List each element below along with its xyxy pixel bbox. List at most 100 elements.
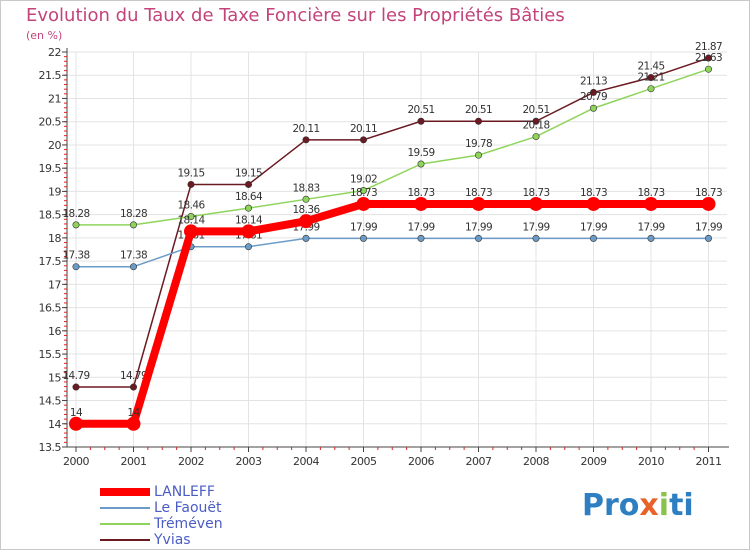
data-label-yvias: 21.13 (580, 75, 607, 87)
x-tick-label: 2001 (121, 455, 147, 468)
data-point-tremeven (72, 221, 80, 229)
x-tick-label: 2004 (293, 455, 319, 468)
data-label-yvias: 19.15 (177, 167, 204, 179)
legend-swatch-le-faouet (100, 507, 150, 509)
data-label-lanleff: 18.73 (465, 187, 492, 199)
data-point-tremeven (647, 85, 655, 93)
data-point-lanleff (414, 196, 428, 211)
data-point-tremeven (359, 186, 367, 194)
legend-label: LANLEFF (154, 484, 215, 500)
y-tick-label: 15.5 (39, 348, 62, 361)
y-tick-label: 21 (48, 92, 61, 105)
data-point-le-faouet (532, 234, 540, 242)
data-point-tremeven (187, 213, 195, 221)
y-tick-label: 16.5 (39, 302, 62, 315)
data-label-lanleff: 18.73 (580, 187, 607, 199)
data-point-lanleff (471, 196, 486, 211)
data-label-yvias: 20.51 (465, 104, 492, 116)
data-point-lanleff (529, 196, 543, 211)
plot-area (67, 52, 727, 447)
data-label-yvias: 19.15 (235, 167, 262, 179)
y-tick-label: 19.5 (39, 162, 62, 175)
legend-label: Le Faouët (154, 500, 222, 516)
data-label-yvias: 21.45 (637, 61, 664, 73)
data-point-tremeven (532, 133, 540, 141)
y-tick-label: 14.5 (39, 395, 62, 408)
data-point-tremeven (302, 195, 310, 203)
data-label-yvias: 20.51 (407, 104, 434, 116)
y-tick-label: 15 (48, 371, 61, 384)
data-point-le-faouet (130, 263, 138, 271)
y-tick-label: 20 (48, 139, 61, 152)
data-point-lanleff (184, 224, 198, 239)
data-label-le-faouet: 17.99 (350, 221, 377, 233)
y-tick-label: 13.5 (39, 441, 62, 454)
data-label-lanleff: 14 (70, 407, 83, 419)
data-point-le-faouet (302, 234, 310, 242)
x-tick-label: 2007 (466, 455, 492, 468)
data-point-lanleff (69, 416, 83, 431)
data-label-lanleff: 14 (127, 407, 140, 419)
data-label-lanleff: 18.73 (407, 187, 434, 199)
data-point-lanleff (586, 196, 601, 211)
data-point-tremeven (589, 104, 597, 112)
data-point-le-faouet (474, 234, 482, 242)
data-point-lanleff (644, 196, 658, 211)
series-line-tremeven (76, 68, 709, 226)
data-label-le-faouet: 17.38 (120, 250, 147, 262)
chart-title: Evolution du Taux de Taxe Foncière sur l… (26, 5, 565, 26)
data-point-yvias (704, 54, 712, 62)
data-point-tremeven (417, 160, 425, 168)
data-label-lanleff: 18.73 (695, 187, 722, 199)
x-tick-label: 2003 (236, 455, 262, 468)
data-point-yvias (187, 180, 195, 188)
x-tick-label: 2006 (408, 455, 434, 468)
y-tick-label: 18 (48, 232, 61, 245)
data-point-yvias (359, 136, 367, 144)
data-label-tremeven: 18.64 (235, 191, 263, 203)
data-label-lanleff: 18.14 (235, 214, 263, 226)
data-point-lanleff (701, 196, 716, 211)
data-point-yvias (647, 74, 655, 82)
data-point-le-faouet (647, 234, 655, 242)
legend-swatch-yvias (100, 539, 150, 541)
data-label-tremeven: 18.83 (292, 182, 319, 194)
data-point-tremeven (245, 204, 253, 212)
data-point-le-faouet (245, 243, 253, 251)
data-label-yvias: 20.51 (522, 104, 549, 116)
y-tick-label: 16 (48, 325, 61, 338)
data-point-le-faouet (704, 234, 712, 242)
x-tick-label: 2005 (351, 455, 377, 468)
data-label-tremeven: 18.28 (120, 208, 147, 220)
data-label-tremeven: 19.78 (465, 138, 492, 150)
x-tick-label: 2009 (581, 455, 607, 468)
data-point-yvias (532, 117, 540, 125)
data-point-yvias (589, 88, 597, 96)
data-label-le-faouet: 17.99 (695, 221, 722, 233)
data-point-le-faouet (417, 234, 425, 242)
data-label-tremeven: 21.63 (695, 52, 722, 64)
data-label-le-faouet: 17.99 (407, 221, 434, 233)
data-label-lanleff: 18.73 (522, 187, 549, 199)
y-tick-label: 19 (48, 185, 61, 198)
data-label-tremeven: 20.79 (580, 91, 607, 103)
data-label-yvias: 20.11 (350, 123, 377, 135)
legend-label: Yvias (154, 532, 191, 548)
data-label-tremeven: 19.02 (350, 173, 377, 185)
data-point-le-faouet (359, 234, 367, 242)
data-label-tremeven: 18.46 (177, 200, 205, 212)
data-label-le-faouet: 17.99 (522, 221, 549, 233)
data-point-tremeven (130, 221, 138, 229)
data-label-tremeven: 21.21 (637, 72, 664, 84)
data-point-yvias (130, 383, 138, 391)
x-tick-label: 2000 (63, 455, 89, 468)
data-label-yvias: 14.79 (62, 370, 89, 382)
x-tick-label: 2002 (178, 455, 204, 468)
y-tick-label: 18.5 (39, 209, 62, 222)
y-tick-label: 14 (48, 418, 61, 431)
data-point-le-faouet (72, 263, 80, 271)
data-label-tremeven: 18.28 (62, 208, 89, 220)
data-point-le-faouet (589, 234, 597, 242)
data-point-yvias (302, 136, 310, 144)
